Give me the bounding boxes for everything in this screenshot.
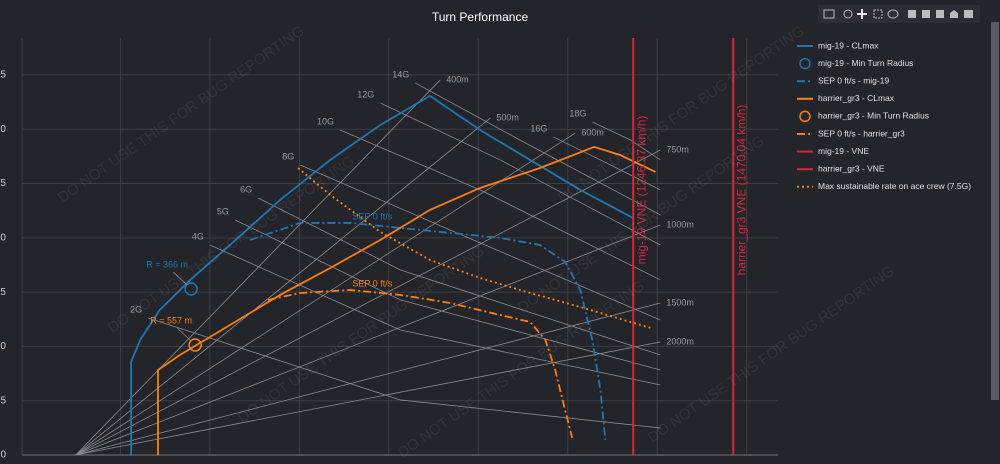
vne-label: mig-19 VNE (1246.37 km/h) bbox=[634, 116, 648, 265]
load-factor-label: 16G bbox=[530, 123, 547, 133]
radius-line bbox=[75, 149, 661, 455]
radius-line bbox=[75, 302, 661, 455]
series-line bbox=[297, 167, 651, 329]
legend-label[interactable]: harrier_gr3 - Min Turn Radius bbox=[818, 111, 929, 121]
toolbar-bg bbox=[818, 5, 980, 23]
labels-layer: 2G 4G 5G 6G 8G 10G 12G 14G 16G 18G 400m 500m 600m 750… bbox=[130, 69, 748, 346]
series-line bbox=[157, 145, 656, 455]
grid: 0 5 10 15 20 25 30 35 bbox=[0, 38, 778, 461]
legend-label[interactable]: SEP 0 ft/s - harrier_gr3 bbox=[818, 128, 905, 138]
home-icon[interactable] bbox=[950, 10, 958, 18]
plotly-icon[interactable] bbox=[964, 10, 973, 18]
load-factor-line bbox=[258, 197, 661, 356]
series-line bbox=[130, 94, 634, 455]
y-tick-label: 35 bbox=[0, 70, 6, 81]
annotation-arrow bbox=[176, 327, 192, 342]
vne-label: harrier_gr3 VNE (1470.04 km/h) bbox=[734, 105, 748, 276]
load-factor-label: 2G bbox=[130, 304, 142, 314]
annotation-arrow bbox=[172, 271, 188, 286]
load-factor-line bbox=[300, 164, 661, 321]
scrollbar[interactable] bbox=[991, 22, 999, 400]
legend-symbol bbox=[799, 57, 811, 70]
load-factor-line bbox=[592, 121, 661, 161]
legend-label[interactable]: mig-19 - VNE bbox=[818, 146, 869, 156]
legend-label[interactable]: SEP 0 ft/s - mig-19 bbox=[818, 75, 889, 85]
radius-label: 600m bbox=[581, 127, 604, 137]
radius-line bbox=[75, 117, 491, 455]
lasso-icon[interactable] bbox=[887, 9, 899, 19]
legend-label[interactable]: mig-19 - CLmax bbox=[818, 40, 879, 50]
marker bbox=[184, 282, 198, 296]
load-factor-label: 18G bbox=[569, 108, 586, 118]
radius-label: 1500m bbox=[666, 297, 694, 307]
load-factor-label: 8G bbox=[282, 151, 294, 161]
legend: mig-19 - CLmax mig-19 - Min Turn Radius SE… bbox=[797, 40, 971, 191]
camera-icon[interactable] bbox=[823, 9, 835, 19]
load-factor-label: 10G bbox=[317, 116, 334, 126]
load-factor-line bbox=[148, 317, 661, 429]
radius-label: 500m bbox=[496, 112, 519, 122]
autoscale-icon[interactable] bbox=[936, 10, 944, 18]
legend-label[interactable]: mig-19 - Min Turn Radius bbox=[818, 58, 913, 68]
radius-label: 1000m bbox=[666, 219, 694, 229]
load-factor-line bbox=[415, 82, 661, 216]
marker-annotation: R = 557 m bbox=[150, 315, 192, 325]
y-tick-label: 10 bbox=[0, 341, 6, 352]
legend-label[interactable]: harrier_gr3 - VNE bbox=[818, 163, 885, 173]
y-tick-label: 5 bbox=[0, 395, 6, 406]
series-line bbox=[267, 289, 574, 439]
marker bbox=[188, 338, 202, 352]
legend-label[interactable]: Max sustainable rate on ace crew (7.5G) bbox=[818, 181, 971, 191]
radius-line bbox=[75, 341, 661, 455]
toolbar bbox=[818, 5, 980, 23]
radius-line bbox=[75, 132, 576, 455]
load-factor-label: 14G bbox=[392, 69, 409, 79]
load-factor-line bbox=[209, 244, 661, 386]
load-factor-label: 4G bbox=[192, 231, 204, 241]
load-factor-line bbox=[339, 129, 661, 281]
radius-label: 2000m bbox=[666, 336, 694, 346]
reference-lines bbox=[75, 79, 661, 455]
series-line bbox=[249, 222, 607, 441]
load-factor-label: 5G bbox=[217, 206, 229, 216]
series-annotation: SEP 0 ft/s bbox=[352, 278, 392, 288]
y-tick-label: 25 bbox=[0, 178, 6, 189]
marker-annotation: R = 366 m bbox=[146, 259, 188, 269]
load-factor-label: 6G bbox=[240, 184, 252, 194]
y-tick-label: 0 bbox=[0, 450, 6, 461]
radius-line bbox=[75, 224, 661, 455]
y-tick-label: 15 bbox=[0, 287, 6, 298]
y-tick-label: 20 bbox=[0, 232, 6, 243]
y-tick-label: 30 bbox=[0, 124, 6, 135]
series-layer bbox=[130, 38, 735, 455]
radius-line bbox=[75, 79, 441, 455]
radius-label: 750m bbox=[666, 144, 689, 154]
select-icon[interactable] bbox=[873, 9, 883, 19]
load-factor-line bbox=[234, 219, 661, 371]
legend-symbol bbox=[799, 110, 811, 123]
load-factor-line bbox=[553, 136, 661, 191]
pan-icon[interactable] bbox=[857, 9, 867, 19]
zoom-icon[interactable] bbox=[843, 9, 853, 19]
legend-label[interactable]: harrier_gr3 - CLmax bbox=[818, 93, 895, 103]
zoom-in-icon[interactable] bbox=[908, 10, 916, 18]
radius-label: 400m bbox=[446, 74, 469, 84]
load-factor-line bbox=[380, 102, 661, 246]
chart-title: Turn Performance bbox=[432, 10, 529, 24]
series-annotation: SEP 0 ft/s bbox=[352, 211, 392, 221]
load-factor-label: 12G bbox=[357, 89, 374, 99]
zoom-out-icon[interactable] bbox=[922, 10, 930, 18]
